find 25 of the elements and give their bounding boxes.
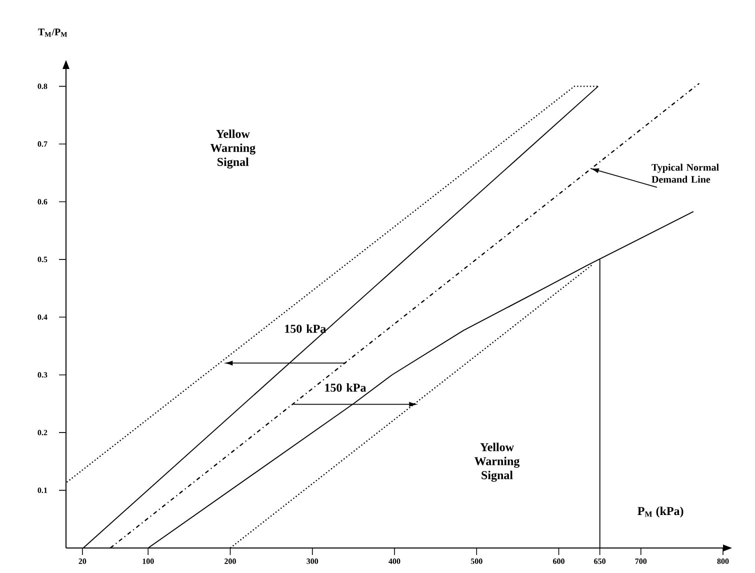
y-tick-label: 0.3 (38, 372, 48, 378)
y-tick-label: 0.4 (38, 314, 48, 320)
x-tick-label: 400 (388, 558, 400, 564)
x-tick-label: 800 (717, 558, 729, 564)
x-tick-label: 600 (553, 558, 564, 564)
y-tick-label: 0.1 (38, 488, 48, 493)
annotation: Yellow Warning Signal (210, 130, 256, 168)
x-tick-label: 650 (594, 558, 606, 564)
y-tick-label: 0.5 (38, 256, 48, 262)
annotation: 150 kPa (285, 324, 326, 333)
x-tick-label: 500 (470, 558, 482, 564)
x-axis-title: P$_{M}$ (kPa) (638, 506, 684, 518)
y-axis-title: T$_{M}$/P$_{M}$ (38, 28, 68, 37)
annotation: 150 kPa (325, 383, 366, 392)
annotation: Yellow Warning Signal (474, 442, 520, 482)
x-tick-label: 100 (142, 558, 154, 564)
y-tick-label: 0.7 (38, 141, 48, 147)
x-tick-label: 300 (306, 558, 318, 564)
annotation: Typical Normal Demand Line (652, 164, 719, 183)
y-tick-label: 0.6 (38, 199, 48, 204)
x-tick-label: 700 (635, 558, 647, 564)
y-tick-label: 0.2 (38, 430, 48, 436)
x-tick-label: 200 (224, 558, 236, 564)
x-tick-label: 20 (78, 558, 86, 564)
y-tick-label: 0.8 (38, 84, 48, 90)
